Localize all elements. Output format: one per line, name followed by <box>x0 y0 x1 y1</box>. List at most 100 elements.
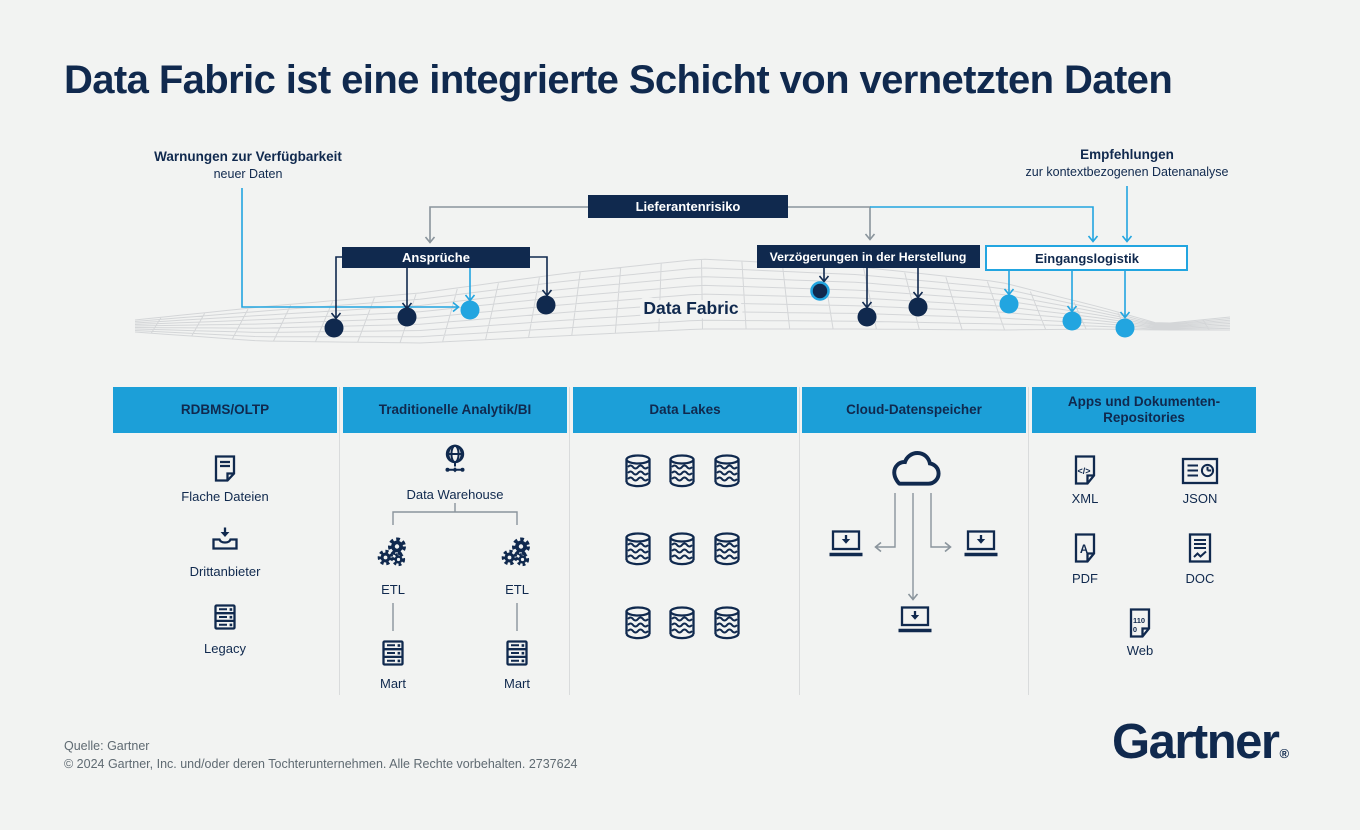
claims-right-line <box>530 256 553 297</box>
pdf-glyph: A <box>1080 544 1088 556</box>
globe-network-icon <box>444 444 466 474</box>
registered-mark: ® <box>1279 746 1290 761</box>
web-glyph: 110 <box>1133 616 1145 625</box>
annotation-left-line2: neuer Daten <box>214 167 283 181</box>
column-cloud-content <box>828 451 999 633</box>
data-node-dot-highlighted <box>810 281 830 301</box>
data-node-dot <box>460 300 480 320</box>
item-label: ETL <box>381 582 405 597</box>
claims-box: Ansprüche <box>342 247 530 268</box>
column-header: Cloud-Datenspeicher <box>802 387 1026 433</box>
server-rack-icon <box>506 640 528 666</box>
claims-left-line <box>330 256 342 320</box>
database-cylinder-icon <box>714 532 740 566</box>
etl-mart-connector <box>392 603 518 631</box>
xml-glyph: </> <box>1077 466 1090 476</box>
supplier-risk-right-line <box>788 206 876 241</box>
gears-icon <box>377 537 406 567</box>
item-label: Flache Dateien <box>181 489 268 504</box>
item-label: Mart <box>380 676 406 691</box>
item-label: ETL <box>505 582 529 597</box>
web-glyph: 0 <box>1133 625 1137 634</box>
database-cylinder-icon <box>625 532 651 566</box>
logistics-elbow-line <box>870 206 1099 243</box>
item-label: XML <box>1072 491 1099 506</box>
inbound-logistics-box: Eingangslogistik <box>985 245 1188 271</box>
data-nodes <box>324 281 1135 338</box>
column-rdbms-content: Flache Dateien Drittanbieter Legacy <box>181 455 269 656</box>
database-cylinder-icon <box>669 454 695 488</box>
manufacturing-delays-label: Verzögerungen in der Herstellung <box>770 250 967 264</box>
manufacturing-delays-box: Verzögerungen in der Herstellung <box>757 245 980 268</box>
third-party-inbox-icon <box>212 526 238 550</box>
warehouse-branch-connector <box>392 503 518 525</box>
column-header: Apps und Dokumenten-Repositories <box>1032 387 1256 433</box>
column-separator <box>569 387 570 695</box>
column-apps-repositories: Apps und Dokumenten-Repositories </> XML… <box>1032 387 1256 703</box>
annotation-right-line1: Empfehlungen <box>1080 147 1174 162</box>
supplier-risk-label: Lieferantenrisiko <box>636 199 741 214</box>
database-cylinder-icon <box>625 454 651 488</box>
column-rdbms-oltp: RDBMS/OLTP Flache Dateien Drittanbieter … <box>113 387 337 703</box>
footer-source: Quelle: Gartner <box>64 739 150 753</box>
column-data-lakes: Data Lakes <box>573 387 797 703</box>
database-cylinder-icon <box>714 454 740 488</box>
column-data-lakes-content <box>625 454 740 640</box>
laptop-download-icon <box>963 529 999 557</box>
json-report-icon <box>1181 457 1219 485</box>
item-label: JSON <box>1183 491 1218 506</box>
data-node-dot <box>397 307 417 327</box>
database-cylinder-icon <box>669 606 695 640</box>
item-label: Drittanbieter <box>190 564 261 579</box>
server-rack-icon <box>382 640 404 666</box>
column-separator <box>799 387 800 695</box>
flat-file-icon <box>214 455 236 482</box>
item-label: Web <box>1127 643 1154 658</box>
data-node-dot <box>908 297 928 317</box>
data-fabric-diagram: Data Fabric Warnungen zur Verfügbarkeit … <box>134 147 1231 344</box>
gartner-logo: Gartner® <box>1112 714 1289 770</box>
data-fabric-label: Data Fabric <box>643 298 739 318</box>
cloud-right-arrow <box>930 493 952 553</box>
gears-icon <box>501 537 530 567</box>
column-traditional-analytics: Traditionelle Analytik/BI Data Warehouse… <box>343 387 567 703</box>
footer-copyright: © 2024 Gartner, Inc. und/oder deren Toch… <box>64 757 578 771</box>
supplier-risk-left-line <box>424 206 588 244</box>
column-header: Traditionelle Analytik/BI <box>343 387 567 433</box>
data-node-dot <box>1062 311 1082 331</box>
cloud-icon <box>892 451 941 486</box>
data-node-dot <box>999 294 1019 314</box>
claims-label: Ansprüche <box>402 250 470 265</box>
supplier-risk-box: Lieferantenrisiko <box>588 195 788 218</box>
column-apps-content: </> XML JSON A PDF DOC 110 0 Web <box>1072 455 1219 658</box>
item-label: PDF <box>1072 571 1098 586</box>
data-node-dot <box>536 295 556 315</box>
column-header: Data Lakes <box>573 387 797 433</box>
footer: Quelle: Gartner © 2024 Gartner, Inc. und… <box>64 737 578 773</box>
data-node-dot <box>324 318 344 338</box>
column-separator <box>339 387 340 695</box>
column-header: RDBMS/OLTP <box>113 387 337 433</box>
item-label: Mart <box>504 676 530 691</box>
inbound-logistics-label: Eingangslogistik <box>1035 251 1140 266</box>
item-label: Legacy <box>204 641 246 656</box>
laptop-download-icon <box>828 529 864 557</box>
database-cylinder-icon <box>714 606 740 640</box>
database-cylinder-icon <box>669 532 695 566</box>
annotation-right-line2: zur kontextbezogenen Datenanalyse <box>1026 165 1229 179</box>
data-node-dot <box>857 307 877 327</box>
annotation-left: Warnungen zur Verfügbarkeit neuer Daten <box>154 149 342 181</box>
cloud-left-arrow <box>874 493 896 553</box>
column-analytics-content: Data Warehouse ETL ETL Mart Mart <box>377 444 530 691</box>
laptop-download-icon <box>897 605 933 633</box>
column-separator <box>1028 387 1029 695</box>
database-cylinder-icon <box>625 606 651 640</box>
alert-connector-line <box>241 188 460 313</box>
data-node-dot <box>1115 318 1135 338</box>
server-rack-icon <box>214 604 236 630</box>
item-label: Data Warehouse <box>406 487 503 502</box>
annotation-right: Empfehlungen zur kontextbezogenen Datena… <box>1026 147 1229 179</box>
connector-lines <box>241 186 1133 320</box>
gartner-wordmark: Gartner <box>1112 715 1280 769</box>
